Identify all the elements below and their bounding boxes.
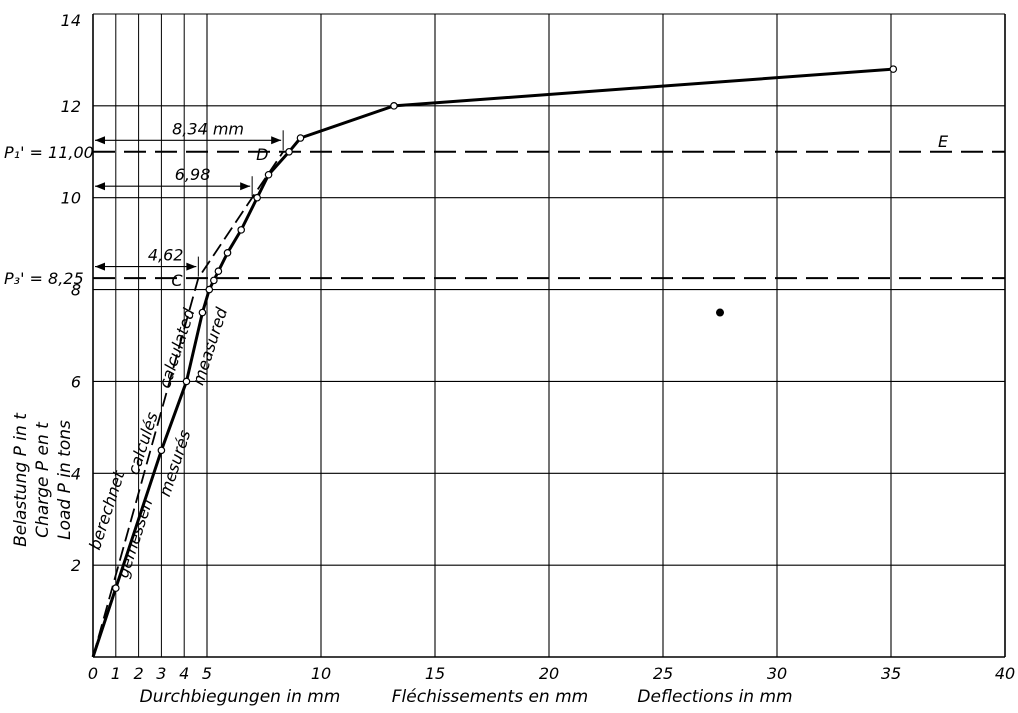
x-tick-label: 35 <box>881 664 901 683</box>
point-label: D <box>256 145 268 164</box>
dimension-label: 6,98 <box>175 165 211 184</box>
dimension-arrowhead-start <box>95 136 105 145</box>
x-tick-label: 3 <box>156 664 166 683</box>
reference-lines-layer <box>93 150 1005 280</box>
x-tick-label: 25 <box>653 664 673 683</box>
data-point <box>296 134 305 142</box>
point-label: C <box>171 271 183 290</box>
data-point <box>112 584 120 592</box>
data-point <box>157 446 166 455</box>
dimension-label: 8,34 mm <box>172 119 244 138</box>
series-label-calculated: berechnet <box>85 468 129 552</box>
y-tick-label: 4 <box>71 464 81 483</box>
grid-layer <box>92 13 1006 658</box>
reference-line-label: P₃' = 8,25 <box>4 269 84 288</box>
dimension-label: 4,62 <box>148 246 184 265</box>
x-tick-label: 5 <box>202 664 212 683</box>
reference-line-end-label: E <box>938 132 949 151</box>
x-tick-label: 15 <box>425 664 445 683</box>
data-point <box>223 249 232 257</box>
y-tick-label: 14 <box>61 11 81 30</box>
series-label-measured: gemessen <box>113 496 156 580</box>
isolated-dot <box>716 308 724 317</box>
dimension-arrowhead-end <box>271 136 282 145</box>
markers-layer <box>112 65 898 592</box>
x-tick-label: 0 <box>88 664 98 683</box>
data-point <box>889 65 898 73</box>
reference-line-label: P₁' = 11,00 <box>4 143 94 162</box>
x-tick-label: 2 <box>134 664 144 683</box>
x-tick-label: 10 <box>311 664 331 683</box>
x-tick-label: 20 <box>539 664 559 683</box>
y-axis-label: Belastung P in t <box>11 412 31 547</box>
x-tick-label: 40 <box>995 664 1015 683</box>
dimension-arrowhead-end <box>186 262 197 271</box>
y-tick-label: 10 <box>61 189 81 208</box>
data-point <box>210 276 218 285</box>
x-tick-label: 1 <box>111 664 121 683</box>
labels-layer: 0 1 2 3 4 5 10 15 20 25 30 35 402468101214Durchbiegu… <box>4 11 1015 707</box>
y-tick-label: 2 <box>71 556 81 575</box>
y-axis-label: Charge P en t <box>33 421 53 538</box>
data-point <box>237 226 246 234</box>
y-tick-label: 6 <box>71 372 81 391</box>
x-axis-label: Durchbiegungen in mm <box>140 687 341 707</box>
y-tick-label: 8 <box>71 281 81 300</box>
series-layer <box>91 67 894 658</box>
x-axis-label: Fléchissements en mm <box>392 687 588 707</box>
data-point <box>253 193 261 202</box>
dimension-arrowhead-start <box>95 182 105 191</box>
data-point <box>390 102 398 110</box>
series-line-calculated <box>92 151 284 658</box>
annotations-layer <box>95 130 284 277</box>
x-tick-label: 4 <box>179 664 189 683</box>
data-point <box>182 377 191 386</box>
series-line-measured <box>91 67 894 658</box>
data-point <box>198 308 207 317</box>
x-axis-label: Deflections in mm <box>637 687 792 707</box>
data-point <box>264 170 273 179</box>
data-point <box>285 147 293 156</box>
dimension-arrowhead-end <box>240 182 251 191</box>
x-tick-label: 30 <box>767 664 787 683</box>
y-tick-label: 12 <box>61 97 81 116</box>
data-point <box>214 267 223 276</box>
data-point <box>205 285 214 294</box>
y-axis-label: Load P in tons <box>55 420 75 540</box>
dimension-arrowhead-start <box>95 262 105 271</box>
